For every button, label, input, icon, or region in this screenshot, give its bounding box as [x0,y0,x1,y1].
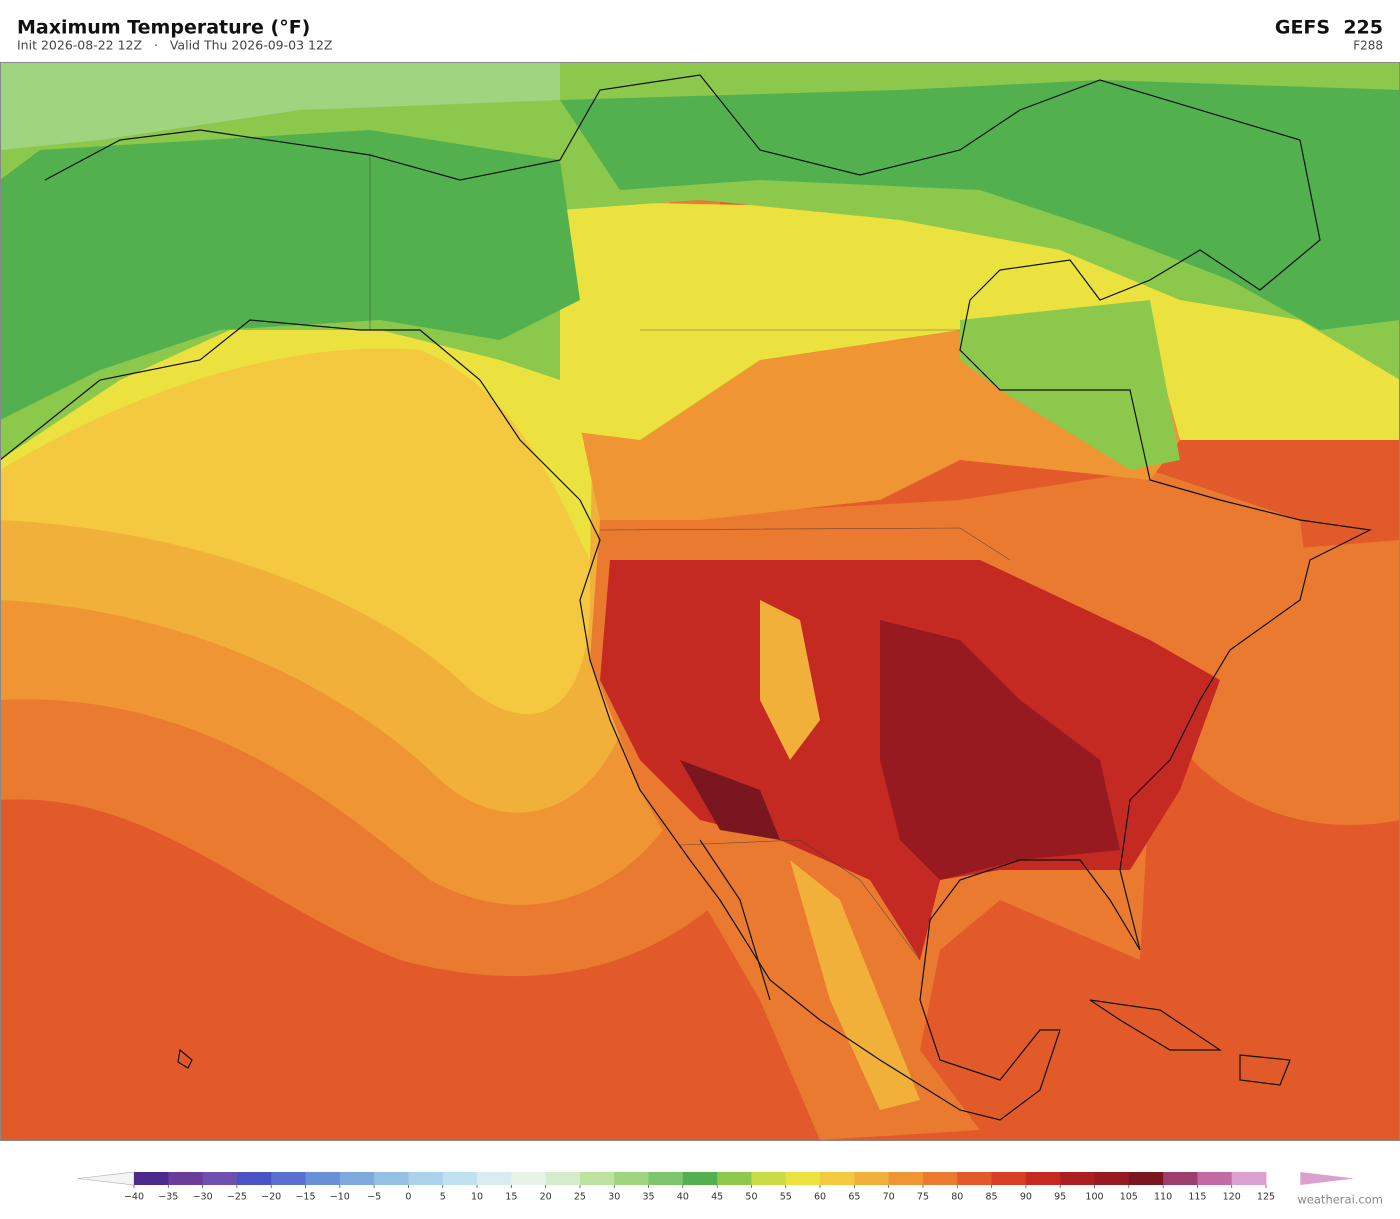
colorbar-bin [1025,1172,1061,1185]
colorbar-extend-under [77,1171,135,1186]
forecast-hour: F288 [1353,39,1383,53]
title: Maximum Temperature (°F) [17,17,310,39]
colorbar-tick-label: −10 [330,1192,350,1203]
colorbar-bin [374,1172,409,1185]
colorbar: −40 −35 −30 −25 −20 −15 −10 −5 0 5 10 15 20 25 30 35 40 4… [77,1171,1355,1203]
colorbar-tick-label: 35 [642,1192,654,1203]
coastline [699,839,771,1001]
colorbar-bin [785,1172,821,1185]
island [177,1048,193,1069]
colorbar-tick-label: 125 [1257,1192,1275,1203]
credit: weatherai.com [1297,1193,1383,1207]
colorbar-tick-label: 110 [1154,1192,1172,1203]
colorbar-bin [957,1172,992,1185]
colorbar-tick-label: 65 [848,1192,860,1203]
island [1089,999,1291,1086]
field-layer [880,620,1120,880]
subtitle: Init 2026-08-22 12Z · Valid Thu 2026-09-… [17,38,333,53]
colorbar-tick-label: 45 [711,1192,723,1203]
colorbar-tick-label: 30 [608,1192,620,1203]
field-layer [0,80,1400,420]
colorbar-tick-label: 10 [471,1192,483,1203]
colorbar-bin [1231,1172,1267,1185]
colorbar-bin [820,1172,855,1185]
colorbar-bin [545,1172,581,1185]
temperature-field [0,62,1400,1140]
colorbar-bin [1197,1172,1233,1185]
colorbar-tick-label: 70 [883,1192,895,1203]
field-layer [680,760,780,840]
field-layer [960,300,1180,470]
colorbar-tick-label: 75 [917,1192,929,1203]
colorbar-tick-label: −5 [367,1192,381,1203]
colorbar-tick-label: −15 [295,1192,315,1203]
colorbar-bin [477,1172,512,1185]
colorbar-tick-label: −30 [193,1192,213,1203]
map [0,62,1400,1141]
colorbar-tick-label: −35 [158,1192,178,1203]
model-label: GEFS 225 [1275,17,1383,39]
colorbar-bin [991,1172,1027,1185]
colorbar-tick-label: −25 [227,1192,247,1203]
coastlines [0,74,1372,1121]
colorbar-bin [271,1172,306,1185]
colorbar-tick-label: 15 [505,1192,517,1203]
colorbar-tick-label: 55 [780,1192,792,1203]
colorbar-bin [236,1172,272,1185]
coastline [0,74,1372,1121]
colorbar-bin [922,1172,958,1185]
colorbar-tick-label: 40 [677,1192,689,1203]
colorbar-bin [339,1172,375,1185]
colorbar-bin [717,1172,752,1185]
colorbar-tick-label: 25 [574,1192,586,1203]
colorbar-tick-label: −40 [124,1192,144,1203]
colorbar-bin [134,1172,169,1185]
colorbar-tick-label: −20 [261,1192,281,1203]
colorbar-bin [682,1172,718,1185]
colorbar-tick-label: 90 [1020,1192,1032,1203]
colorbar-bin [511,1172,547,1185]
field-layer [0,62,560,150]
colorbar-bin [648,1172,684,1185]
colorbar-bin [442,1172,478,1185]
colorbar-tick-label: 120 [1223,1192,1241,1203]
colorbar-tick-label: 50 [745,1192,757,1203]
colorbar-tick-label: 115 [1188,1192,1206,1203]
colorbar-bin [888,1172,924,1185]
borders [369,155,1011,961]
colorbar-extend-over [1300,1172,1355,1185]
colorbar-tick-label: 0 [405,1192,411,1203]
colorbar-tick-label: 85 [986,1192,998,1203]
colorbar-tick-label: 20 [540,1192,552,1203]
colorbar-bin [614,1172,649,1185]
colorbar-bin [751,1172,787,1185]
colorbar-bin [1094,1172,1130,1185]
colorbar-tick-label: 80 [951,1192,963,1203]
colorbar-bin [1163,1172,1198,1185]
colorbar-tick-label: 95 [1054,1192,1066,1203]
colorbar-bin [305,1172,341,1185]
colorbar-bin [854,1172,890,1185]
colorbar-bin [1128,1172,1164,1185]
colorbar-bin [168,1172,204,1185]
colorbar-bin [1060,1172,1095,1185]
field-layer [760,600,920,1110]
colorbar-tick-label: 60 [814,1192,826,1203]
colorbar-tick-label: 105 [1120,1192,1138,1203]
colorbar-bin [579,1172,615,1185]
colorbar-tick-label: 5 [440,1192,446,1203]
border [369,155,1011,961]
colorbar-tick-label: 100 [1085,1192,1103,1203]
colorbar-bin [408,1172,444,1185]
colorbar-bin [202,1172,238,1185]
